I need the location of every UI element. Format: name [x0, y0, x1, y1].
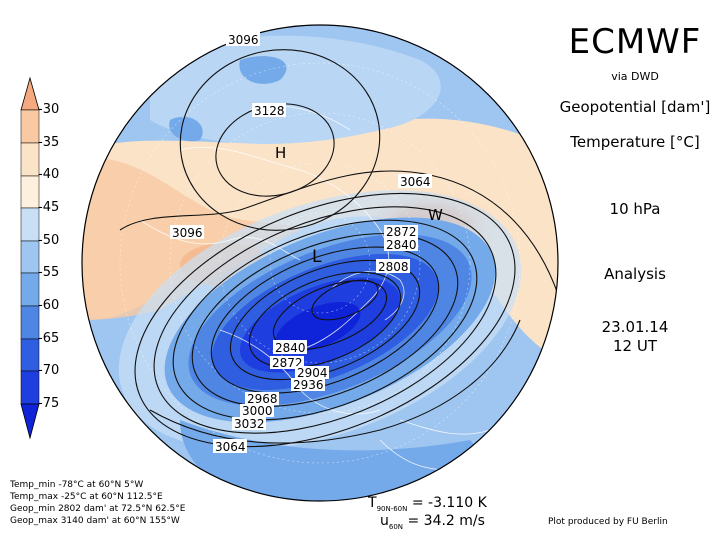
- contour-labels: 3096 3128 3064 3096 2872 2840 2808 2840 …: [170, 32, 432, 454]
- diag-u-label: u: [380, 513, 389, 529]
- contour-label: 2808: [378, 260, 409, 274]
- time: 12 UT: [613, 337, 657, 355]
- date: 23.01.14: [601, 318, 669, 336]
- credit: Plot produced by FU Berlin: [548, 517, 668, 527]
- colorbar-label: -65: [38, 331, 60, 346]
- high-marker: H: [275, 144, 286, 162]
- contour-label: 2968: [247, 392, 278, 406]
- contour-label: 3064: [400, 175, 431, 189]
- stat-geop-max: Geop_max 3140 dam' at 60°N 155°W: [10, 516, 180, 526]
- stat-geop-min: Geop_min 2802 dam' at 72.5°N 62.5°E: [10, 504, 186, 514]
- diag-temperature: T90N-60N = -3.110 K: [368, 495, 487, 513]
- contour-label: 3032: [234, 417, 265, 431]
- stat-temp-min: Temp_min -78°C at 60°N 5°W: [10, 480, 144, 490]
- diag-t-sub: 90N-60N: [376, 504, 408, 513]
- diag-wind: u60N = 34.2 m/s: [380, 513, 485, 531]
- colorbar-label: -50: [38, 233, 60, 248]
- diag-t-value: = -3.110 K: [411, 495, 487, 511]
- contour-label: 2840: [275, 341, 306, 355]
- contour-label: 2936: [293, 378, 324, 392]
- colorbar-label: -35: [38, 135, 60, 150]
- map-field: [82, 25, 558, 501]
- colorbar-label: -70: [38, 363, 60, 378]
- colorbar-label: -30: [38, 102, 60, 117]
- warm-marker: W: [428, 206, 443, 224]
- contour-label: 3064: [215, 440, 246, 454]
- run-type: Analysis: [604, 265, 666, 283]
- contour-label: 2872: [272, 356, 303, 370]
- subtitle: via DWD: [611, 70, 659, 83]
- contour-label: 2840: [386, 238, 417, 252]
- geopotential-contours: [119, 49, 558, 448]
- colorbar-label: -40: [38, 167, 60, 182]
- diag-t-label: T: [368, 495, 377, 511]
- contour-label: 3096: [172, 226, 203, 240]
- low-marker: L: [312, 247, 322, 267]
- colorbar-label: -60: [38, 298, 60, 313]
- colorbar-label: -45: [38, 200, 60, 215]
- contour-label: 3000: [242, 404, 273, 418]
- latitude-circles: [119, 62, 521, 464]
- colorbar-label: -75: [38, 396, 60, 411]
- contour-label: 2872: [386, 225, 417, 239]
- contour-label: 3096: [228, 33, 259, 47]
- contour-label: 2904: [297, 366, 328, 380]
- stat-temp-max: Temp_max -25°C at 60°N 112.5°E: [10, 492, 163, 502]
- variable-geopotential: Geopotential [dam']: [559, 98, 711, 116]
- colorbar-label: -55: [38, 265, 60, 280]
- contour-label: 3128: [254, 104, 285, 118]
- app-title: ECMWF: [568, 22, 702, 62]
- diag-u-sub: 60N: [388, 522, 404, 531]
- pressure-level: 10 hPa: [609, 200, 661, 218]
- diag-u-value: = 34.2 m/s: [407, 513, 485, 529]
- colorbar: [20, 76, 40, 440]
- variable-temperature: Temperature [°C]: [570, 133, 700, 151]
